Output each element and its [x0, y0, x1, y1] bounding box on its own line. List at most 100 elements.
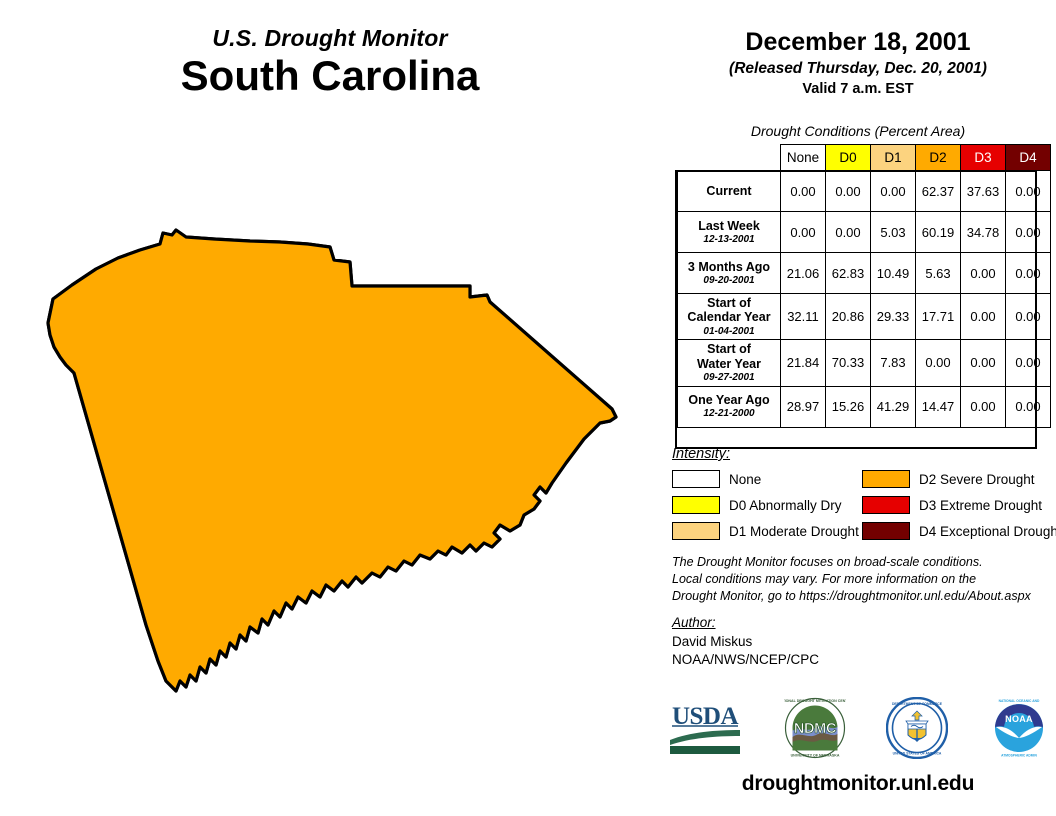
table-cell-value: 0.00: [1005, 292, 1051, 341]
table-body: Current 0.00 0.00 0.00 62.37 37.63 0.00 Last We…: [677, 170, 1051, 428]
table-cell-value: 0.00: [960, 252, 1006, 294]
table-cell-value: 10.49: [870, 252, 916, 294]
table-row: Start of Water Year 09-27-2001 21.84 70.33 7.…: [677, 339, 1051, 387]
legend-item: D1 Moderate Drought: [672, 519, 862, 543]
table-cell-value: 70.33: [825, 339, 871, 387]
table-cell-value: 20.86: [825, 292, 871, 341]
table-row-date: 12-21-2000: [703, 408, 755, 420]
table-cell-value: 28.97: [780, 385, 826, 428]
table-row-label: Start of Water Year 09-27-2001: [677, 339, 781, 387]
table-row: Last Week 12-13-2001 0.00 0.00 5.03 60.19 34.7…: [677, 211, 1051, 253]
legend-label: D2 Severe Drought: [919, 471, 1035, 487]
table-row-label: One Year Ago 12-21-2000: [677, 385, 781, 428]
table-row-date: 12-13-2001: [703, 233, 755, 245]
table-cell-value: 21.06: [780, 252, 826, 294]
table-caption: Drought Conditions (Percent Area): [750, 123, 966, 139]
table-cell-value: 62.83: [825, 252, 871, 294]
table-header-row: None D0 D1 D2 D3 D4: [678, 144, 1051, 171]
table-cell-value: 0.00: [780, 211, 826, 253]
author-affiliation: NOAA/NWS/NCEP/CPC: [672, 652, 820, 668]
legend-swatch: [862, 496, 910, 514]
usdc-seal: DEPARTMENT OF COMMERCE UNITED STATES OF …: [886, 697, 948, 759]
disclaimer-line-3: Drought Monitor, go to https://droughtmo…: [672, 588, 1031, 603]
table-cell-value: 0.00: [1005, 339, 1051, 387]
release-date: (Released Thursday, Dec. 20, 2001): [729, 60, 987, 77]
table-cell-value: 0.00: [1005, 385, 1051, 428]
table-cell-value: 0.00: [1005, 252, 1051, 294]
legend-swatch: [672, 496, 720, 514]
drought-map: [0, 225, 660, 715]
page-title: South Carolina: [180, 52, 480, 100]
legend-label: D3 Extreme Drought: [919, 497, 1043, 513]
table-cell-value: 62.37: [915, 170, 961, 212]
disclaimer-text: The Drought Monitor focuses on broad-sca…: [672, 554, 1054, 604]
legend-label: D1 Moderate Drought: [729, 523, 859, 539]
legend-label: D0 Abnormally Dry: [729, 497, 842, 513]
usda-logo: USDA: [670, 703, 740, 754]
ndmc-logo: NDMC NATIONAL DROUGHT MITIGATION CENTER …: [784, 697, 846, 759]
svg-text:NDMC: NDMC: [794, 721, 837, 737]
table-cell-value: 0.00: [870, 170, 916, 212]
legend-item: None: [672, 467, 862, 491]
table-cell-value: 0.00: [960, 292, 1006, 341]
legend-swatch: [672, 522, 720, 540]
table-row-label: Current: [677, 170, 781, 212]
state-outline: [46, 228, 618, 693]
svg-text:NATIONAL OCEANIC AND: NATIONAL OCEANIC AND: [999, 699, 1040, 703]
table-cell-value: 0.00: [915, 339, 961, 387]
table-col-header-d3: D3: [960, 144, 1006, 171]
drought-conditions-table: None D0 D1 D2 D3 D4 Current 0.00 0.00 0.00 62.37 3…: [677, 144, 1051, 428]
logo-strip: USDA NDMC NATIONAL DROUGHT MITIGATION CE…: [666, 692, 1050, 764]
report-date: December 18, 2001: [745, 28, 971, 56]
table-cell-value: 60.19: [915, 211, 961, 253]
drought-monitor-kicker: U.S. Drought Monitor: [212, 25, 448, 51]
table-cell-value: 37.63: [960, 170, 1006, 212]
table-cell-value: 0.00: [960, 339, 1006, 387]
table-col-header-d0: D0: [825, 144, 871, 171]
table-row: Start of Calendar Year 01-04-2001 32.11 20.8…: [677, 292, 1051, 341]
table-row: One Year Ago 12-21-2000 28.97 15.26 41.29 14.…: [677, 385, 1051, 428]
legend-item: D2 Severe Drought: [862, 467, 1052, 491]
svg-text:NOAA: NOAA: [1005, 714, 1033, 724]
table-row-label: 3 Months Ago 09-20-2001: [677, 252, 781, 294]
table-cell-value: 21.84: [780, 339, 826, 387]
valid-time: Valid 7 a.m. EST: [802, 81, 914, 98]
author-label: Author:: [672, 615, 716, 630]
table-row-date: 09-20-2001: [703, 274, 755, 286]
intensity-legend: Intensity: None D0 Abnormally Dry D1 Moder…: [672, 446, 1056, 545]
svg-text:UNIVERSITY OF NEBRASKA: UNIVERSITY OF NEBRASKA: [791, 754, 840, 758]
disclaimer-line-2: Local conditions may vary. For more info…: [672, 571, 977, 586]
site-url: droughtmonitor.unl.edu: [741, 772, 975, 795]
table-cell-value: 14.47: [915, 385, 961, 428]
disclaimer-line-1: The Drought Monitor focuses on broad-sca…: [672, 555, 983, 569]
legend-swatch: [672, 470, 720, 488]
table-corner-cell: [678, 145, 781, 171]
legend-title: Intensity:: [672, 446, 731, 462]
legend-item: D4 Exceptional Drought: [862, 519, 1056, 543]
legend-column-right: D2 Severe Drought D3 Extreme Drought D4 Ex…: [862, 467, 1056, 545]
table-cell-value: 41.29: [870, 385, 916, 428]
legend-item: D0 Abnormally Dry: [672, 493, 862, 517]
legend-swatch: [862, 522, 910, 540]
table-cell-value: 0.00: [780, 170, 826, 212]
table-cell-value: 0.00: [1005, 211, 1051, 253]
legend-label: None: [729, 471, 762, 487]
table-row: Current 0.00 0.00 0.00 62.37 37.63 0.00: [677, 170, 1051, 212]
table-cell-value: 32.11: [780, 292, 826, 341]
table-cell-value: 29.33: [870, 292, 916, 341]
noaa-logo: NOAA NATIONAL OCEANIC AND ATMOSPHERIC AD…: [989, 698, 1049, 758]
table-cell-value: 0.00: [825, 170, 871, 212]
legend-item: D3 Extreme Drought: [862, 493, 1052, 517]
table-row-label: Last Week 12-13-2001: [677, 211, 781, 253]
table-col-header-none: None: [780, 144, 826, 171]
table-cell-value: 0.00: [1005, 170, 1051, 212]
table-row-label: Start of Calendar Year 01-04-2001: [677, 292, 781, 341]
table-cell-value: 15.26: [825, 385, 871, 428]
author-name: David Miskus: [672, 634, 753, 650]
table-cell-value: 17.71: [915, 292, 961, 341]
legend-column-left: None D0 Abnormally Dry D1 Moderate Drought: [672, 467, 862, 545]
table-col-header-d1: D1: [870, 144, 916, 171]
author-block: Author: David Miskus NOAA/NWS/NCEP/CPC: [672, 614, 1012, 670]
table-cell-value: 34.78: [960, 211, 1006, 253]
table-col-header-d4: D4: [1005, 144, 1051, 171]
